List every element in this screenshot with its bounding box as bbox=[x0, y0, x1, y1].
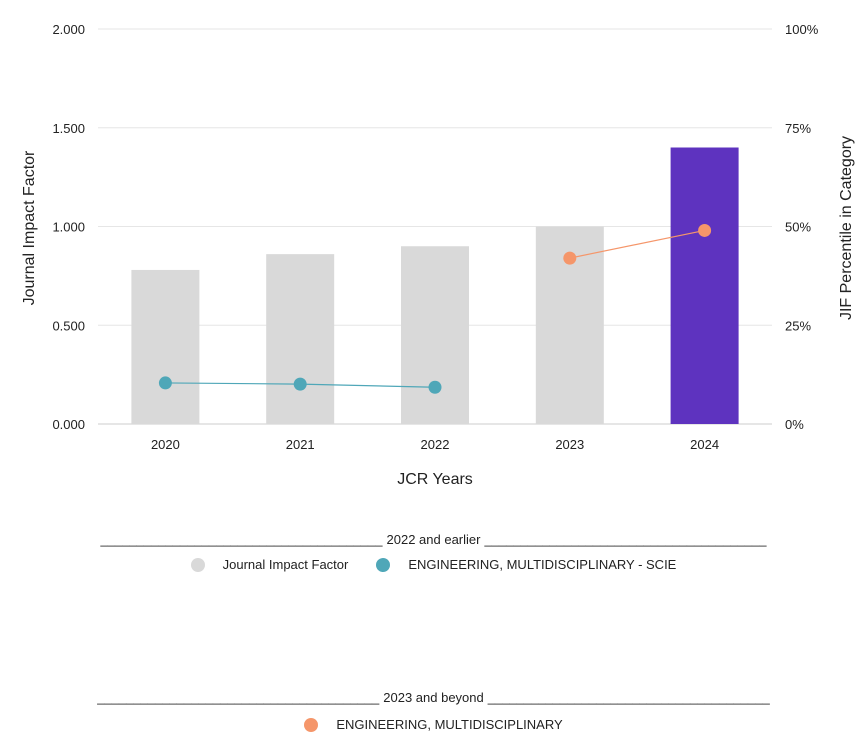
y2-tick-label: 75% bbox=[785, 121, 811, 136]
legend-group-1-title: 2022 and earlier bbox=[386, 532, 481, 547]
series-1-point-2024[interactable] bbox=[698, 223, 712, 237]
legend-item-scie[interactable]: ENGINEERING, MULTIDISCIPLINARY - SCIE bbox=[376, 557, 676, 572]
y-tick-label: 1.000 bbox=[52, 220, 85, 235]
x-axis-title: JCR Years bbox=[397, 471, 473, 488]
x-tick-label: 2020 bbox=[151, 437, 180, 452]
y-axis-title: Journal Impact Factor bbox=[21, 150, 38, 305]
y-tick-label: 1.500 bbox=[52, 121, 85, 136]
bar-2022[interactable] bbox=[401, 246, 469, 424]
legend-group-2: ENGINEERING, MULTIDISCIPLINARY bbox=[0, 717, 867, 732]
y2-tick-label: 25% bbox=[785, 318, 811, 333]
bar-2021[interactable] bbox=[266, 254, 335, 424]
legend-rule-right: _______________________________________ bbox=[484, 532, 767, 547]
legend-dot-scie bbox=[376, 557, 391, 572]
bar-group bbox=[131, 147, 739, 425]
line-group bbox=[158, 223, 712, 394]
y2-tick-label: 0% bbox=[785, 417, 804, 432]
x-axis-ticks: 2020 2021 2022 2023 2024 bbox=[151, 437, 719, 452]
x-tick-label: 2024 bbox=[690, 437, 719, 452]
series-0-point-2020[interactable] bbox=[158, 376, 172, 390]
legend-group-1: Journal Impact Factor ENGINEERING, MULTI… bbox=[0, 557, 867, 572]
jif-chart: 0.000 0.500 1.000 1.500 2.000 0% 25% 50% 75% 100… bbox=[21, 22, 855, 488]
bar-2024[interactable] bbox=[670, 147, 739, 425]
legend-dot-engineering bbox=[304, 717, 319, 732]
legend-item-jif[interactable]: Journal Impact Factor bbox=[190, 557, 349, 572]
legend-rule-left: _______________________________________ bbox=[100, 532, 383, 547]
x-tick-label: 2023 bbox=[555, 437, 584, 452]
series-1-point-2023[interactable] bbox=[563, 251, 577, 265]
legend-label-scie: ENGINEERING, MULTIDISCIPLINARY - SCIE bbox=[408, 557, 677, 572]
legend-item-engineering[interactable]: ENGINEERING, MULTIDISCIPLINARY bbox=[304, 717, 563, 732]
y2-tick-label: 50% bbox=[785, 220, 811, 235]
series-line-1 bbox=[569, 229, 705, 259]
legend-group-2-header: _______________________________________ … bbox=[0, 690, 867, 705]
legend-group-2-title: 2023 and beyond bbox=[383, 690, 484, 705]
y-tick-label: 0.500 bbox=[52, 318, 85, 333]
right-axis-ticks: 0% 25% 50% 75% 100% bbox=[785, 22, 819, 432]
y2-axis-title: JIF Percentile in Category bbox=[838, 136, 855, 320]
left-axis-ticks: 0.000 0.500 1.000 1.500 2.000 bbox=[52, 22, 85, 432]
bar-2020[interactable] bbox=[131, 269, 200, 424]
legend-group-1-header: _______________________________________ … bbox=[0, 532, 867, 547]
legend-dot-jif bbox=[190, 557, 205, 572]
y-tick-label: 2.000 bbox=[52, 22, 85, 37]
y2-tick-label: 100% bbox=[785, 22, 819, 37]
series-0-point-2022[interactable] bbox=[428, 380, 442, 394]
y-tick-label: 0.000 bbox=[52, 417, 85, 432]
legend-rule-left-2: _______________________________________ bbox=[97, 690, 380, 705]
legend-label-engineering: ENGINEERING, MULTIDISCIPLINARY bbox=[336, 717, 563, 732]
x-tick-label: 2021 bbox=[286, 437, 315, 452]
legend-rule-right-2: _______________________________________ bbox=[487, 690, 770, 705]
series-0-point-2021[interactable] bbox=[293, 377, 307, 391]
legend-label-jif: Journal Impact Factor bbox=[222, 557, 349, 572]
x-tick-label: 2022 bbox=[421, 437, 450, 452]
gridlines bbox=[98, 28, 772, 425]
